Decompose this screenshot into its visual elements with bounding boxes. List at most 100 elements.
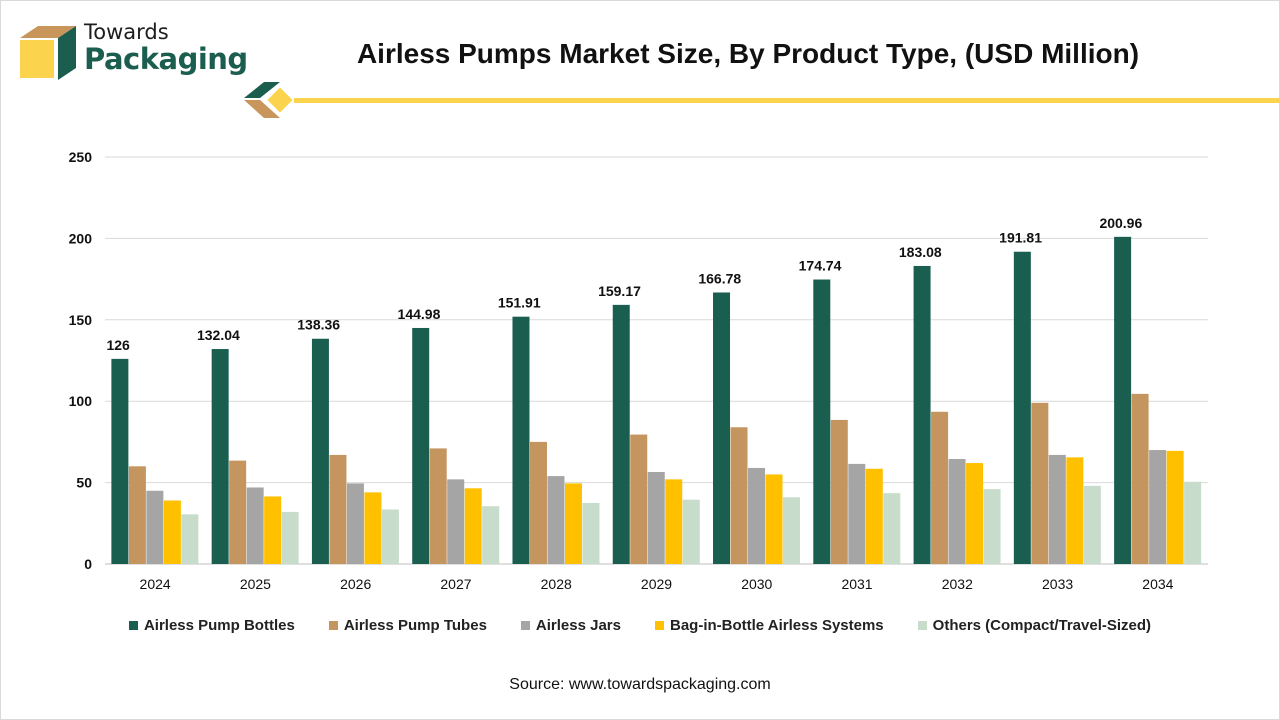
- x-tick-label: 2032: [942, 576, 973, 592]
- bar: [412, 327, 430, 564]
- y-tick-label: 150: [69, 312, 93, 328]
- y-tick-label: 50: [76, 475, 92, 491]
- x-tick-label: 2024: [140, 576, 171, 592]
- bar: [529, 441, 547, 564]
- bar: [329, 454, 347, 564]
- bar: [765, 474, 783, 564]
- bar: [783, 497, 801, 564]
- legend-swatch: [128, 621, 138, 630]
- bar: [547, 476, 565, 564]
- chart-title: Airless Pumps Market Size, By Product Ty…: [356, 38, 1140, 69]
- title-decoration: [244, 82, 1280, 118]
- bar: [1048, 454, 1066, 564]
- bar: [948, 458, 966, 564]
- x-tick-label: 2029: [641, 576, 672, 592]
- legend-swatch: [654, 621, 664, 630]
- chart-legend: Airless Pump Bottles Airless Pump Tubes Ai…: [0, 617, 1280, 634]
- logo-text-towards: Towards: [84, 20, 169, 44]
- legend-item: Others (Compact/Travel-Sized): [917, 617, 1152, 634]
- bar: [1066, 457, 1084, 564]
- data-label: 191.81: [999, 230, 1042, 246]
- data-label: 183.08: [899, 244, 942, 260]
- x-tick-label: 2034: [1142, 576, 1173, 592]
- x-tick-label: 2028: [541, 576, 572, 592]
- bar: [229, 460, 247, 564]
- legend-label: Airless Pump Tubes: [343, 617, 487, 634]
- bar: [713, 292, 731, 564]
- bar: [429, 448, 447, 564]
- bar: [264, 496, 282, 564]
- y-tick-label: 0: [84, 556, 92, 572]
- bar: [1083, 485, 1101, 564]
- bar: [1031, 402, 1049, 564]
- legend-label: Airless Pump Bottles: [143, 617, 295, 634]
- x-tick-label: 2025: [240, 576, 271, 592]
- bar: [830, 419, 848, 564]
- legend-item: Airless Pump Tubes: [328, 617, 487, 634]
- legend-item: Airless Jars: [520, 617, 621, 634]
- legend-swatch: [520, 621, 530, 630]
- bar: [612, 304, 630, 564]
- bar: [281, 511, 299, 564]
- bar: [246, 487, 264, 564]
- bar: [447, 479, 465, 564]
- bar: [128, 466, 146, 564]
- x-tick-label: 2026: [340, 576, 371, 592]
- bar: [1184, 481, 1202, 564]
- bar: [181, 514, 199, 564]
- bar: [983, 489, 1001, 564]
- legend-label: Airless Jars: [535, 617, 621, 634]
- legend-label: Others (Compact/Travel-Sized): [932, 617, 1152, 634]
- bar: [848, 463, 866, 564]
- x-tick-label: 2031: [841, 576, 872, 592]
- bar: [1149, 450, 1167, 564]
- data-label: 126: [106, 337, 130, 353]
- y-tick-label: 250: [69, 149, 93, 165]
- data-label: 200.96: [1099, 215, 1142, 231]
- legend-label: Bag-in-Bottle Airless Systems: [669, 617, 884, 634]
- bar: [146, 490, 164, 564]
- data-label: 151.91: [498, 295, 541, 311]
- x-tick-label: 2033: [1042, 576, 1073, 592]
- bar: [1114, 236, 1132, 565]
- bar: [748, 467, 766, 564]
- y-tick-label: 100: [69, 393, 93, 409]
- legend-swatch: [917, 621, 927, 630]
- bar: [512, 316, 530, 564]
- x-tick-label: 2030: [741, 576, 772, 592]
- data-label: 138.36: [297, 317, 340, 333]
- data-label: 166.78: [698, 270, 741, 286]
- bar: [865, 468, 883, 564]
- bar: [813, 279, 831, 564]
- bar: [1131, 393, 1149, 564]
- bar: [381, 509, 399, 564]
- bar: [364, 492, 382, 564]
- y-tick-label: 200: [69, 230, 93, 246]
- bar: [1166, 450, 1184, 564]
- bar: [665, 479, 683, 564]
- bar: [111, 358, 129, 564]
- bar: [346, 483, 364, 564]
- legend-item: Airless Pump Bottles: [128, 617, 295, 634]
- bar: [682, 499, 700, 564]
- bar: [883, 493, 901, 564]
- data-label: 144.98: [398, 306, 441, 322]
- bar: [564, 483, 582, 564]
- box-logo-icon: [20, 26, 76, 80]
- legend-swatch: [328, 621, 338, 630]
- bar: [647, 472, 665, 564]
- bar: [311, 338, 329, 564]
- data-label: 159.17: [598, 283, 641, 299]
- bar: [730, 427, 748, 564]
- bar: [464, 488, 482, 564]
- logo-text-packaging: Packaging: [84, 42, 248, 76]
- data-label: 132.04: [197, 327, 240, 343]
- data-label: 174.74: [799, 258, 842, 274]
- bar: [482, 506, 500, 564]
- bar: [913, 265, 931, 564]
- x-tick-label: 2027: [440, 576, 471, 592]
- bar: [966, 463, 984, 564]
- legend-item: Bag-in-Bottle Airless Systems: [654, 617, 884, 634]
- bar: [211, 349, 229, 564]
